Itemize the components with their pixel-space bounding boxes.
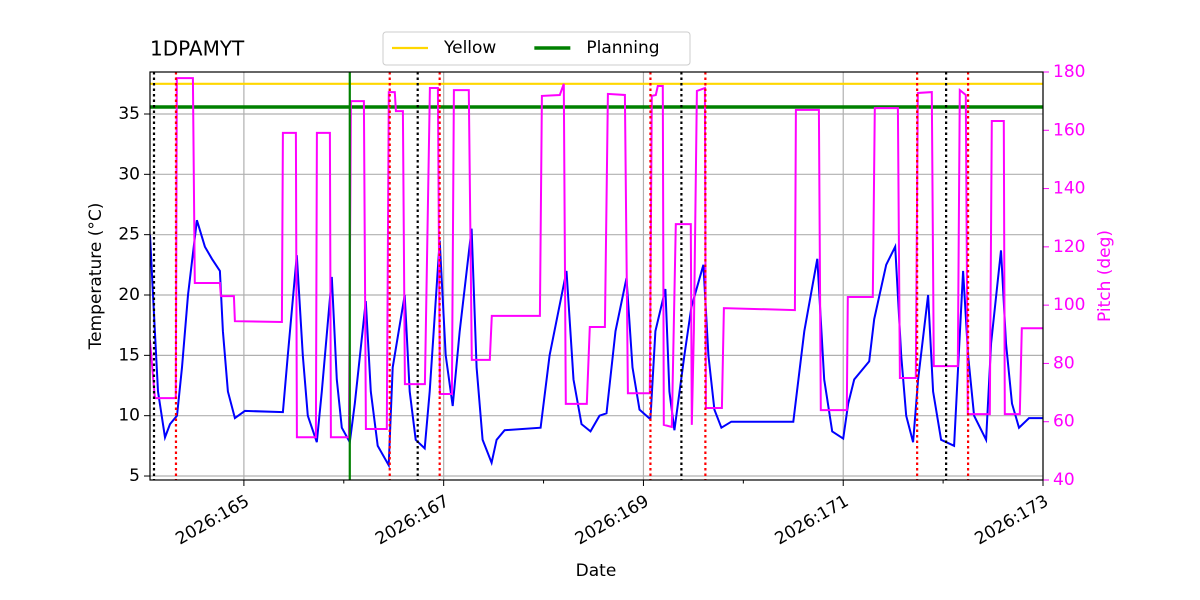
- chart-title: 1DPAMYT: [150, 37, 245, 61]
- y-tick-label: 25: [118, 225, 140, 245]
- y2-tick-label: 40: [1053, 470, 1075, 490]
- x-tick-label: 2026:171: [772, 491, 853, 549]
- y2-tick-label: 60: [1053, 412, 1075, 432]
- y-tick-label: 15: [118, 345, 140, 365]
- y-axis-label: Temperature (°C): [86, 203, 106, 351]
- y2-axis-label: Pitch (deg): [1095, 230, 1115, 322]
- plot-frame: [149, 71, 1044, 481]
- x-tick-label: 2026:167: [372, 491, 453, 549]
- y-tick-label: 30: [118, 164, 140, 184]
- x-axis-label: Date: [576, 561, 617, 581]
- legend-label: Planning: [586, 38, 659, 58]
- x-tick-label: 2026:173: [971, 491, 1052, 549]
- data-line: [150, 219, 1043, 469]
- y2-tick-label: 100: [1053, 295, 1085, 315]
- legend-label: Yellow: [443, 38, 496, 58]
- y-tick-label: 20: [118, 285, 140, 305]
- y-tick-label: 35: [118, 104, 140, 124]
- y2-tick-label: 180: [1053, 62, 1085, 82]
- y2-tick-label: 140: [1053, 179, 1085, 199]
- plot: [150, 72, 1043, 480]
- y2-tick-label: 80: [1053, 353, 1075, 373]
- y2-tick-label: 160: [1053, 120, 1085, 140]
- x-tick-label: 2026:169: [572, 491, 653, 549]
- y-tick-label: 5: [129, 466, 140, 486]
- y2-tick-label: 120: [1053, 237, 1085, 257]
- x-tick-label: 2026:165: [172, 491, 253, 549]
- y-tick-label: 10: [118, 406, 140, 426]
- data-line: [150, 77, 1043, 439]
- legend: Yellow Planning: [382, 31, 691, 66]
